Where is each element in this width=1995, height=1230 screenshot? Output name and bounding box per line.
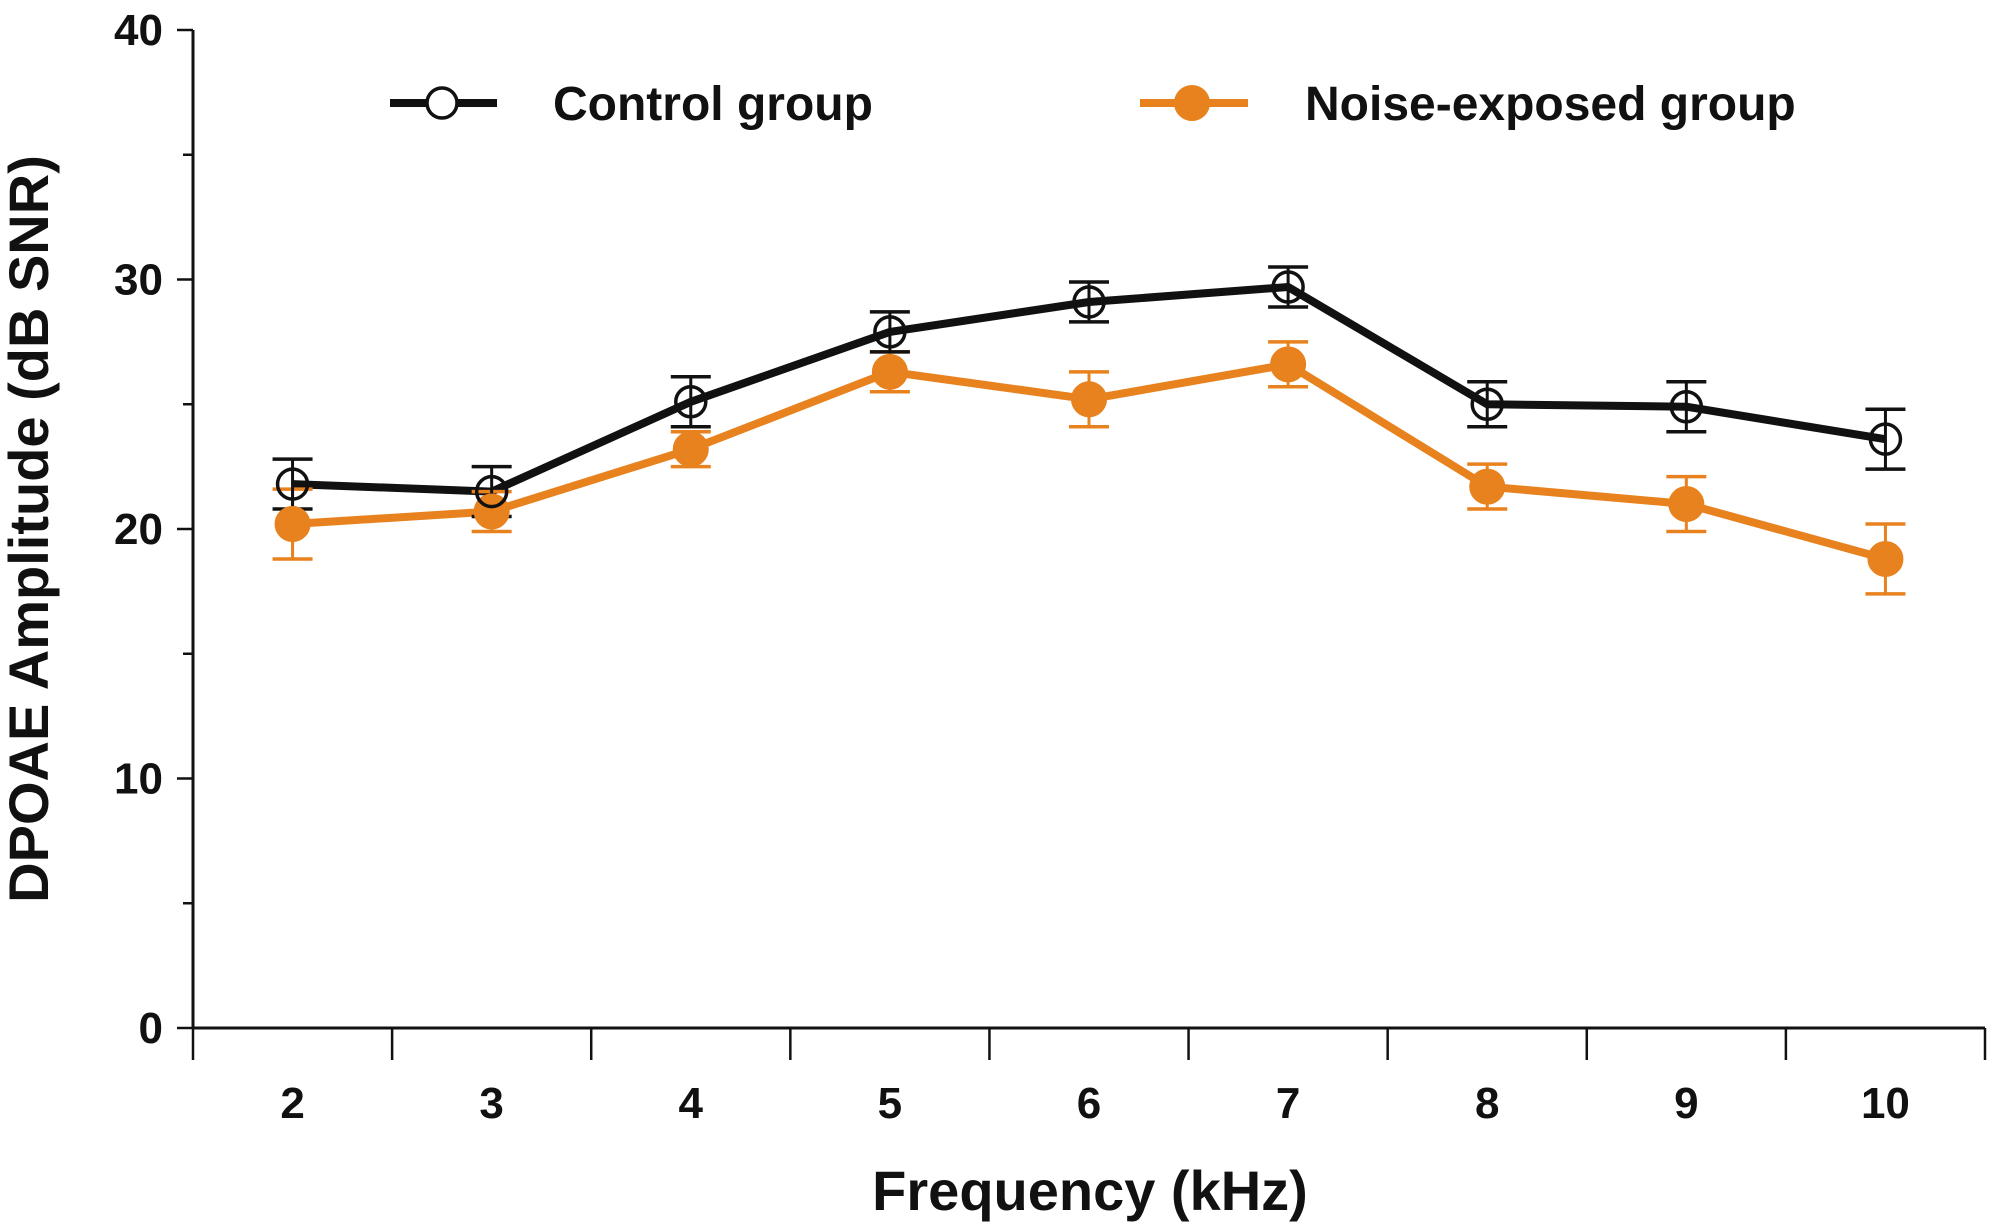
data-point-noise-exposed [274,506,311,543]
axes [191,30,1985,1030]
data-point-noise-exposed [1469,468,1506,505]
x-tick-label: 10 [1861,1079,1910,1128]
x-tick-label: 2 [280,1079,304,1128]
data-point-control [275,467,310,501]
series-layer [272,265,1906,596]
data-point-control [1271,270,1305,304]
data-point-control [1470,387,1504,421]
data-point-noise-exposed [672,431,709,468]
legend-marker-control [425,86,459,120]
data-point-noise-exposed [1270,346,1307,383]
data-point-noise-exposed [1071,381,1107,418]
x-ticks: 2 3 4 5 6 7 8 9 10 [191,1028,1987,1128]
legend-marker-noise [1174,85,1210,121]
x-axis-title: Frequency (kHz) [872,1159,1308,1222]
data-point-noise-exposed [1867,540,1904,577]
data-point-noise-exposed [871,353,908,390]
series-markers [274,270,1904,577]
x-tick-label: 5 [878,1079,902,1128]
x-tick-label: 3 [479,1079,503,1128]
data-point-control [474,474,509,509]
data-point-noise-exposed [1668,486,1705,523]
y-tick-label: 30 [114,256,163,305]
legend-label-control: Control group [553,78,873,131]
data-point-control [873,315,907,349]
y-axis-title: DPOAE Amplitude (dB SNR) [0,155,60,903]
y-tick-label: 10 [114,755,163,804]
x-tick-label: 9 [1674,1079,1698,1128]
x-tick-label: 6 [1077,1079,1101,1128]
legend-label-noise: Noise-exposed group [1305,78,1796,131]
y-ticks: 0 10 20 30 40 [114,6,193,1053]
legend: Control group Noise-exposed group [390,78,1796,131]
data-point-control [674,385,708,419]
y-tick-label: 0 [139,1004,163,1053]
x-tick-label: 8 [1475,1079,1499,1128]
y-tick-label: 40 [114,6,163,55]
y-tick-label: 20 [114,505,163,554]
x-tick-label: 4 [679,1079,704,1128]
x-tick-label: 7 [1276,1079,1300,1128]
error-bar [1865,407,1906,471]
data-point-control [1868,422,1903,456]
data-point-control [1669,389,1704,424]
data-point-control [1072,285,1106,319]
